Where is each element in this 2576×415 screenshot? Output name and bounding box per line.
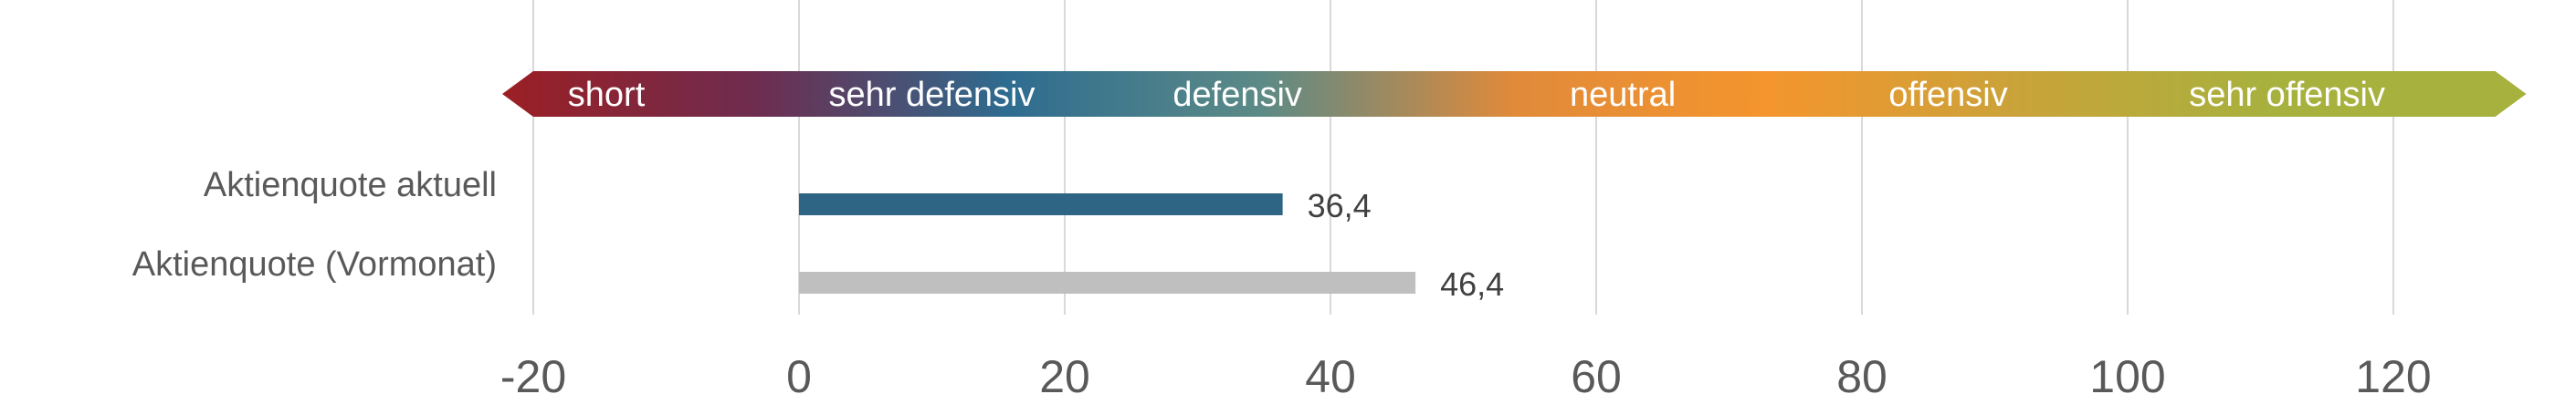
bar-value-label-0: 36,4 xyxy=(1308,187,1372,224)
bar-1 xyxy=(799,272,1416,294)
x-axis-ticks: -20 0 20 40 60 80 100 120 xyxy=(500,351,2432,402)
scale-band-label-0: short xyxy=(568,76,646,114)
scale-band-label-3: neutral xyxy=(1570,76,1676,114)
bar-value-label-1: 46,4 xyxy=(1440,265,1504,303)
scale-band-label-2: defensiv xyxy=(1172,76,1302,114)
category-label-1: Aktienquote (Vormonat) xyxy=(132,245,497,284)
scale-band-label-4: offensiv xyxy=(1888,76,2007,114)
x-tick-label-5: 80 xyxy=(1836,351,1887,402)
scale-band: short sehr defensiv defensiv neutral offensi… xyxy=(502,71,2527,117)
bar-0 xyxy=(799,193,1283,215)
x-tick-label-2: 20 xyxy=(1039,351,1090,402)
x-tick-label-4: 60 xyxy=(1571,351,1622,402)
x-tick-label-7: 120 xyxy=(2355,351,2431,402)
x-tick-label-3: 40 xyxy=(1305,351,1356,402)
grid-lines xyxy=(532,0,2394,315)
scale-band-label-1: sehr defensiv xyxy=(828,76,1035,114)
scale-band-arrow xyxy=(502,71,2527,117)
x-tick-label-1: 0 xyxy=(786,351,812,402)
labels: 36,4 Aktienquote aktuell 46,4 Aktienquote (… xyxy=(132,166,1504,303)
bars xyxy=(799,193,1416,294)
x-tick-label-0: -20 xyxy=(500,351,566,402)
scale-band-label-5: sehr offensiv xyxy=(2189,76,2385,114)
x-tick-label-6: 100 xyxy=(2089,351,2165,402)
category-label-0: Aktienquote aktuell xyxy=(204,166,497,204)
